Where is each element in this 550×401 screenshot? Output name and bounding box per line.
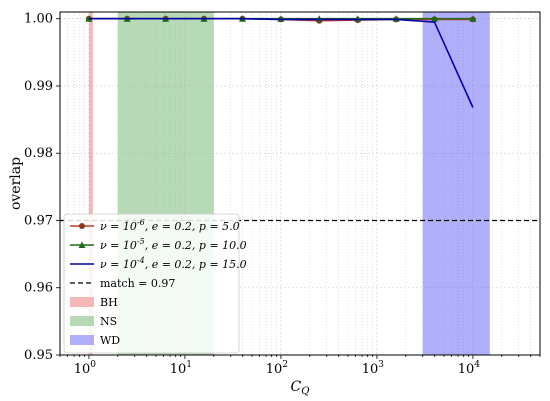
legend-patch-swatch xyxy=(70,335,94,345)
legend-nu-exponent: -4 xyxy=(137,256,145,265)
legend: ν = 10-6, e = 0.2, p = 5.0ν = 10-5, e = … xyxy=(63,213,247,354)
legend-entry: NS xyxy=(70,315,117,328)
x-tick-base: 10 xyxy=(74,362,91,377)
y-tick-label: 1.00 xyxy=(24,12,53,27)
region-bh xyxy=(88,12,93,355)
x-tick-label: 101 xyxy=(170,360,192,377)
legend-entry: WD xyxy=(70,334,120,347)
x-tick-base: 10 xyxy=(458,362,475,377)
axes-frame xyxy=(59,11,541,356)
series-1-point xyxy=(469,15,477,22)
legend-nu-exponent: -6 xyxy=(137,218,145,227)
y-tick-label: 0.96 xyxy=(24,281,53,296)
x-tick-exponent: 3 xyxy=(378,360,384,370)
x-tick-label: 103 xyxy=(362,360,385,377)
legend-params: , e = 0.2, p = 5.0 xyxy=(145,220,240,233)
legend-label: match = 0.97 xyxy=(100,277,175,290)
x-tick-label: 104 xyxy=(458,360,481,377)
x-tick-label: 100 xyxy=(74,360,97,377)
x-tick-base: 10 xyxy=(362,362,379,377)
y-axis-label: overlap xyxy=(8,157,24,210)
legend-label: ν = 10-4, e = 0.2, p = 15.0 xyxy=(100,256,247,271)
legend-nu: ν = 10 xyxy=(100,220,137,233)
series-1-point xyxy=(430,15,438,22)
legend-entry: match = 0.97 xyxy=(70,277,175,290)
legend-marker xyxy=(78,241,86,248)
x-tick-exponent: 4 xyxy=(474,360,480,370)
legend-entry: BH xyxy=(70,296,118,309)
legend-nu: ν = 10 xyxy=(100,258,137,271)
legend-patch-swatch xyxy=(70,316,94,326)
legend-nu-exponent: -5 xyxy=(137,237,145,246)
legend-entry: ν = 10-5, e = 0.2, p = 10.0 xyxy=(70,237,247,252)
legend-params: , e = 0.2, p = 10.0 xyxy=(145,239,247,252)
legend-label: ν = 10-6, e = 0.2, p = 5.0 xyxy=(100,218,240,233)
x-tick-exponent: 2 xyxy=(282,360,288,370)
legend-patch-swatch xyxy=(70,297,94,307)
y-tick-label: 0.97 xyxy=(24,213,53,228)
legend-nu: ν = 10 xyxy=(100,239,137,252)
legend-label: WD xyxy=(100,334,120,347)
legend-params: , e = 0.2, p = 15.0 xyxy=(145,258,247,271)
x-axis-label-main: C xyxy=(291,379,302,395)
legend-marker xyxy=(79,223,85,229)
legend-label: NS xyxy=(100,315,117,328)
x-tick-exponent: 1 xyxy=(186,360,192,370)
axes: 100 101 102 103 1040.950.960.970.980.991.00C… xyxy=(8,11,541,397)
legend-entry: ν = 10-6, e = 0.2, p = 5.0 xyxy=(70,218,240,233)
series-line-2 xyxy=(88,17,474,108)
x-tick-label: 102 xyxy=(266,360,288,377)
x-tick-base: 10 xyxy=(170,362,187,377)
legend-box xyxy=(63,213,240,354)
region-wd xyxy=(422,12,490,355)
legend-label: ν = 10-5, e = 0.2, p = 10.0 xyxy=(100,237,247,252)
x-tick-exponent: 0 xyxy=(90,360,96,370)
x-axis-label: CQ xyxy=(291,379,310,397)
legend-entry: ν = 10-4, e = 0.2, p = 15.0 xyxy=(70,256,247,271)
y-tick-label: 0.95 xyxy=(24,348,53,363)
y-tick-label: 0.98 xyxy=(24,146,53,161)
legend-label: BH xyxy=(100,296,118,309)
series-1-point xyxy=(85,15,93,22)
y-tick-label: 0.99 xyxy=(24,79,53,94)
x-axis-label-subscript: Q xyxy=(301,386,309,397)
x-tick-base: 10 xyxy=(266,362,283,377)
